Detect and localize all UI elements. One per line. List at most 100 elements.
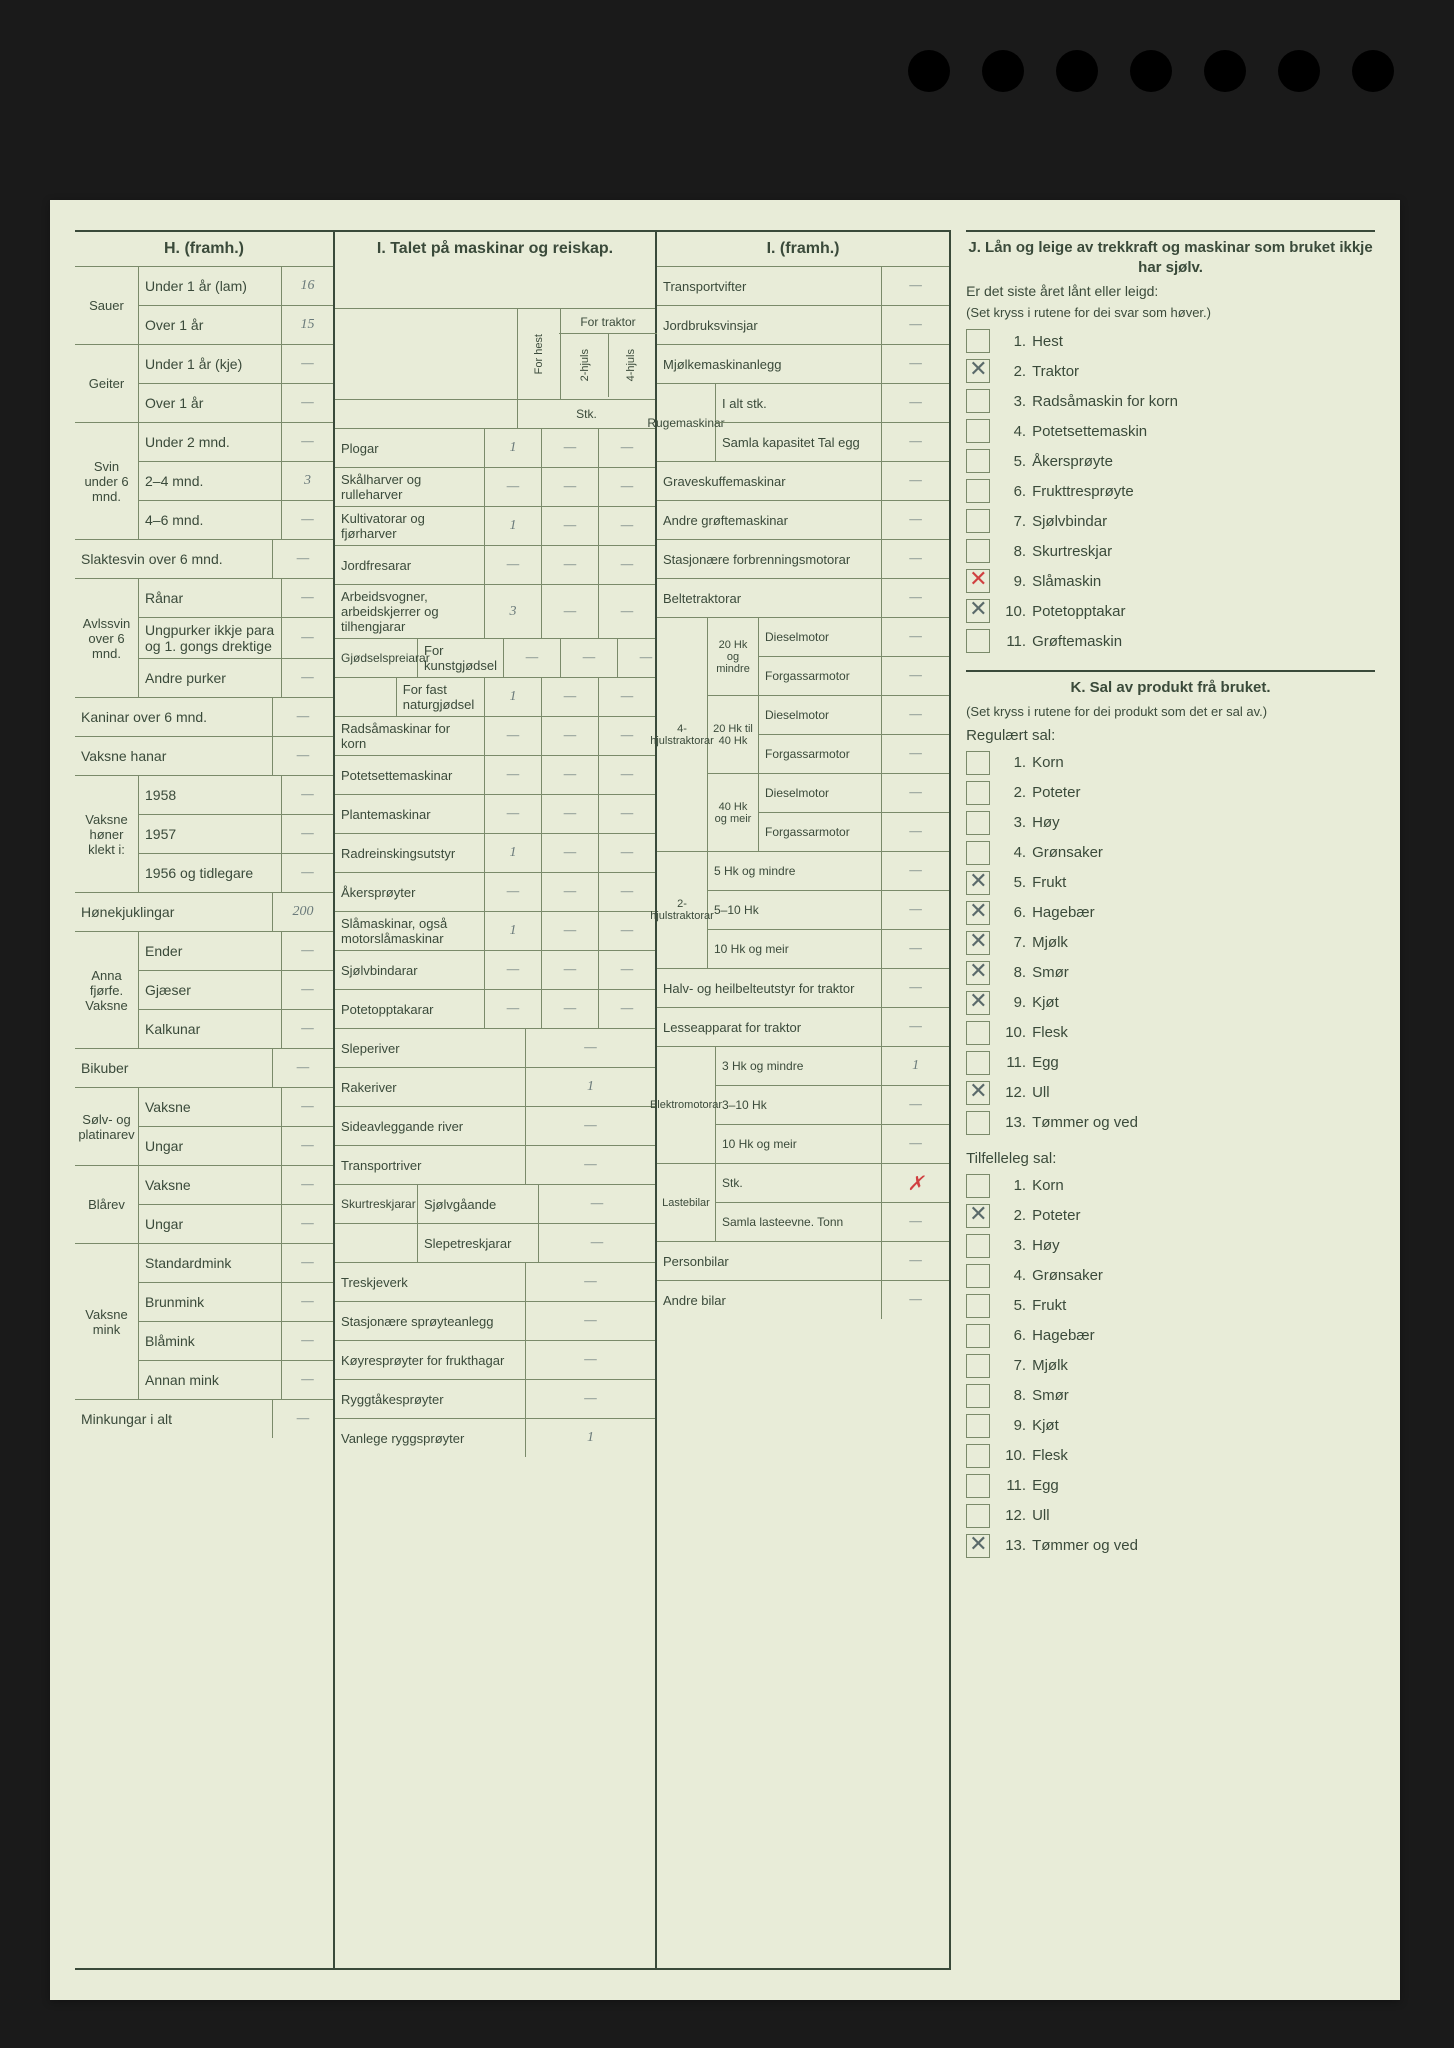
row-label: Arbeidsvogner, arbeidskjerrer og tilheng… xyxy=(335,585,485,638)
checkbox[interactable] xyxy=(966,539,990,563)
row-label: Skålharver og rulleharver xyxy=(335,468,485,506)
checkbox[interactable] xyxy=(966,961,990,985)
row-label: Bikuber xyxy=(75,1049,273,1087)
checkbox[interactable] xyxy=(966,1324,990,1348)
checkbox[interactable] xyxy=(966,1294,990,1318)
row-value: — xyxy=(882,462,949,500)
checkbox[interactable] xyxy=(966,1384,990,1408)
row-label: 1958 xyxy=(139,776,282,814)
checklist-item: 10.Flesk xyxy=(966,1441,1375,1471)
row-value: — xyxy=(599,585,655,638)
checkbox[interactable] xyxy=(966,509,990,533)
checkbox[interactable] xyxy=(966,1264,990,1288)
checkbox[interactable] xyxy=(966,1534,990,1558)
checkbox[interactable] xyxy=(966,1021,990,1045)
row-value: — xyxy=(539,1224,655,1262)
row-value: — xyxy=(485,756,542,794)
row-value: 3 xyxy=(485,585,542,638)
checkbox[interactable] xyxy=(966,449,990,473)
checkbox[interactable] xyxy=(966,1051,990,1075)
row-label: Vanlege ryggsprøyter xyxy=(335,1419,526,1457)
section-I-title: I. Talet på maskinar og reiskap. xyxy=(335,232,655,308)
checkbox[interactable] xyxy=(966,1354,990,1378)
checkbox[interactable] xyxy=(966,1081,990,1105)
row-label: Ungar xyxy=(139,1205,282,1243)
row-value: — xyxy=(273,1049,333,1087)
checkbox[interactable] xyxy=(966,569,990,593)
checkbox[interactable] xyxy=(966,1474,990,1498)
checkbox[interactable] xyxy=(966,629,990,653)
row-value: — xyxy=(485,717,542,755)
checklist-item: 5.Frukt xyxy=(966,1291,1375,1321)
row-label: Rakeriver xyxy=(335,1068,526,1106)
row-label: Radreinskingsutstyr xyxy=(335,834,485,872)
checklist-item: 10.Potetopptakar xyxy=(966,596,1375,626)
checkbox[interactable] xyxy=(966,811,990,835)
checkbox[interactable] xyxy=(966,1414,990,1438)
row-group-label: Sølv- og platinarev xyxy=(75,1088,139,1165)
row-label: Sjølvbindarar xyxy=(335,951,485,989)
checkbox[interactable] xyxy=(966,329,990,353)
checkbox[interactable] xyxy=(966,991,990,1015)
row-value: 3 xyxy=(282,462,333,500)
row-value: — xyxy=(542,912,599,950)
checkbox[interactable] xyxy=(966,479,990,503)
row-label: 1956 og tidlegare xyxy=(139,854,282,892)
row-label: Kultivatorar og fjørharver xyxy=(335,507,485,545)
checkbox[interactable] xyxy=(966,389,990,413)
checklist-item: 11.Egg xyxy=(966,1471,1375,1501)
checkbox[interactable] xyxy=(966,871,990,895)
row-label: Jordfresarar xyxy=(335,546,485,584)
checkbox[interactable] xyxy=(966,1504,990,1528)
row-value: — xyxy=(542,678,599,716)
row-value: — xyxy=(282,932,333,970)
row-label: Annan mink xyxy=(139,1361,282,1399)
checkbox[interactable] xyxy=(966,1204,990,1228)
checkbox[interactable] xyxy=(966,599,990,623)
row-label: Slepetreskjarar xyxy=(418,1224,539,1262)
checkbox[interactable] xyxy=(966,841,990,865)
row-value: 15 xyxy=(282,306,333,344)
row-value: — xyxy=(882,1281,949,1319)
checkbox[interactable] xyxy=(966,359,990,383)
checklist-item: 7.Mjølk xyxy=(966,1351,1375,1381)
punch-holes xyxy=(908,50,1394,92)
checklist-item: 3.Høy xyxy=(966,1231,1375,1261)
row-value: — xyxy=(542,546,599,584)
row-value: — xyxy=(282,345,333,383)
row-group-label: Blårev xyxy=(75,1166,139,1243)
row-label: Ungar xyxy=(139,1127,282,1165)
checkbox[interactable] xyxy=(966,1174,990,1198)
row-label: Potetopptakarar xyxy=(335,990,485,1028)
checklist-item: 6.Hagebær xyxy=(966,1321,1375,1351)
checkbox[interactable] xyxy=(966,751,990,775)
row-label: For fast naturgjødsel xyxy=(397,678,485,716)
row-value: — xyxy=(282,501,333,539)
checkbox[interactable] xyxy=(966,419,990,443)
row-value: — xyxy=(599,468,655,506)
row-value: — xyxy=(561,639,618,677)
checkbox[interactable] xyxy=(966,1111,990,1135)
row-label: Under 1 år (lam) xyxy=(139,267,282,305)
row-label: Ungpurker ikkje para og 1. gongs drektig… xyxy=(139,618,282,658)
row-value: 1 xyxy=(485,834,542,872)
checkbox[interactable] xyxy=(966,901,990,925)
checkbox[interactable] xyxy=(966,1444,990,1468)
checklist-item: 7.Mjølk xyxy=(966,928,1375,958)
row-group-label: Avlssvin over 6 mnd. xyxy=(75,579,139,697)
row-value: — xyxy=(539,1185,655,1223)
checkbox[interactable] xyxy=(966,1234,990,1258)
row-label: 4–6 mnd. xyxy=(139,501,282,539)
row-label: Ryggtåkesprøyter xyxy=(335,1380,526,1418)
checklist-item: 5.Frukt xyxy=(966,868,1375,898)
row-label: Stasjonære sprøyteanlegg xyxy=(335,1302,526,1340)
row-label: Blåmink xyxy=(139,1322,282,1360)
checklist-item: 9.Kjøt xyxy=(966,1411,1375,1441)
checkbox[interactable] xyxy=(966,781,990,805)
checkbox[interactable] xyxy=(966,931,990,955)
row-value: — xyxy=(542,756,599,794)
row-value: — xyxy=(526,1302,655,1340)
row-value: — xyxy=(282,815,333,853)
checklist-item: 8.Smør xyxy=(966,1381,1375,1411)
checklist-item: 10.Flesk xyxy=(966,1018,1375,1048)
